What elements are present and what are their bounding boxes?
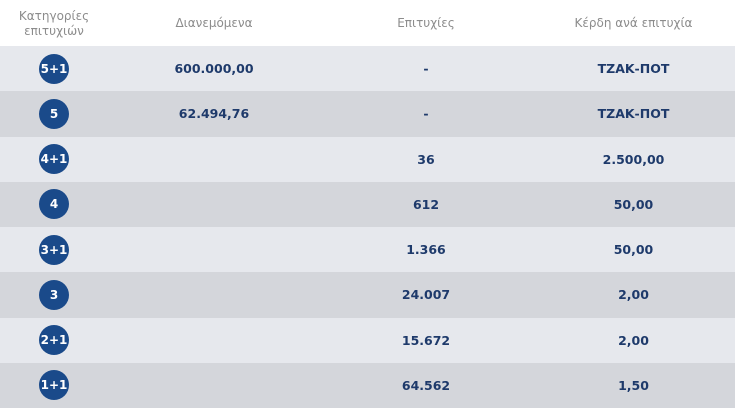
category-badge: 4 <box>39 189 69 220</box>
table-row: 5 62.494,76 - ΤΖΑΚ-ΠΟΤ <box>0 91 735 137</box>
table-row: 1+1 64.562 1,50 <box>0 362 735 408</box>
category-cell: 5 <box>0 98 108 129</box>
prize-cell: 50,00 <box>613 242 654 258</box>
table-row: 3+1 1.366 50,00 <box>0 227 735 273</box>
table-header: Κατηγορίες επιτυχιών Διανεμόμενα Επιτυχί… <box>0 0 735 46</box>
winners-cell: 612 <box>412 196 440 212</box>
prize-cell: 1,50 <box>618 377 649 393</box>
category-cell: 2+1 <box>0 325 108 356</box>
table-row: 2+1 15.672 2,00 <box>0 317 735 363</box>
prize-cell: ΤΖΑΚ-ΠΟΤ <box>597 61 670 77</box>
category-badge: 4+1 <box>39 144 69 175</box>
table-row: 4+1 36 2.500,00 <box>0 136 735 182</box>
winners-cell: 15.672 <box>401 332 451 348</box>
prize-cell: ΤΖΑΚ-ΠΟΤ <box>597 106 670 122</box>
table-row: 5+1 600.000,00 - ΤΖΑΚ-ΠΟΤ <box>0 46 735 92</box>
header-categories-line2: επιτυχιών <box>24 24 84 38</box>
winners-cell: - <box>423 106 429 122</box>
category-badge: 3+1 <box>39 234 69 265</box>
category-badge: 3 <box>39 279 69 310</box>
winners-cell: 24.007 <box>401 287 451 303</box>
header-prize-per-win: Κέρδη ανά επιτυχία <box>574 16 693 30</box>
distributed-cell: 600.000,00 <box>174 61 254 77</box>
category-cell: 5+1 <box>0 53 108 84</box>
winners-cell: 64.562 <box>401 377 451 393</box>
header-distributed: Διανεμόμενα <box>175 16 253 30</box>
header-categories: Κατηγορίες επιτυχιών <box>0 7 108 39</box>
category-cell: 4+1 <box>0 144 108 175</box>
category-cell: 3 <box>0 279 108 310</box>
table-row: 3 24.007 2,00 <box>0 272 735 318</box>
prize-cell: 50,00 <box>613 196 654 212</box>
category-badge: 5+1 <box>39 53 69 84</box>
prize-cell: 2,00 <box>618 287 649 303</box>
winners-cell: 36 <box>417 151 435 167</box>
category-cell: 4 <box>0 189 108 220</box>
category-badge: 1+1 <box>39 370 69 401</box>
distributed-cell: 62.494,76 <box>178 106 250 122</box>
winners-cell: 1.366 <box>406 242 446 258</box>
prize-cell: 2,00 <box>618 332 649 348</box>
category-cell: 3+1 <box>0 234 108 265</box>
table-body: 5+1 600.000,00 - ΤΖΑΚ-ΠΟΤ 5 62.494,76 - … <box>0 46 735 408</box>
category-badge: 2+1 <box>39 325 69 356</box>
winners-cell: - <box>423 61 429 77</box>
header-winners: Επιτυχίες <box>397 16 455 30</box>
header-categories-line1: Κατηγορίες <box>18 9 90 23</box>
prize-cell: 2.500,00 <box>602 151 665 167</box>
table-row: 4 612 50,00 <box>0 181 735 227</box>
category-cell: 1+1 <box>0 370 108 401</box>
category-badge: 5 <box>39 98 69 129</box>
